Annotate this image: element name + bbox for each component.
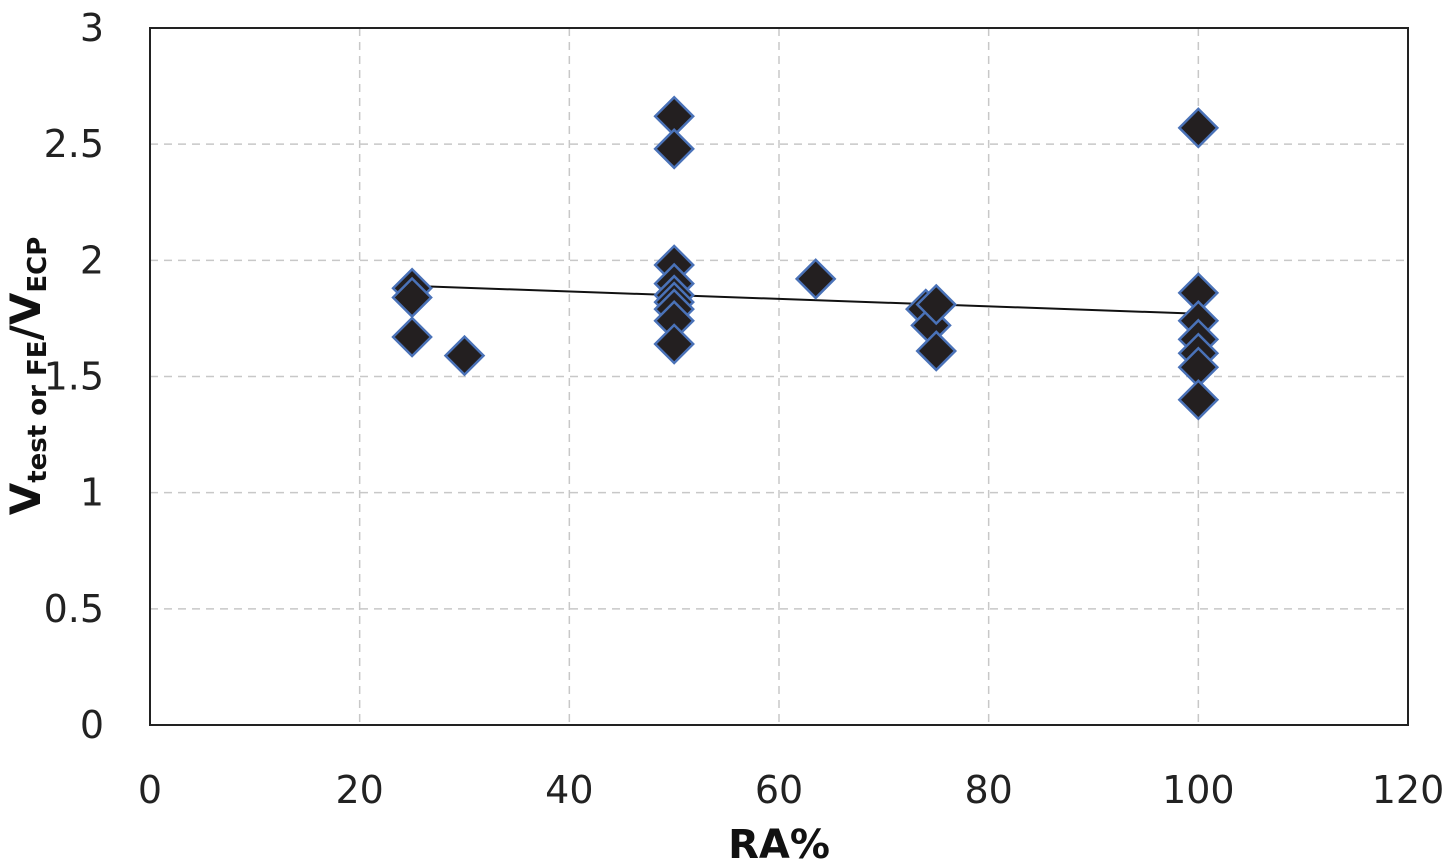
data-point <box>915 330 958 372</box>
data-point <box>443 334 486 377</box>
data-point <box>653 128 695 170</box>
y-tick-label: 2.5 <box>44 122 104 166</box>
x-tick-label: 120 <box>1372 768 1445 812</box>
data-point <box>794 258 837 300</box>
y-tick-label: 2 <box>80 238 104 282</box>
y-tick-label: 0.5 <box>44 587 104 631</box>
trendline <box>412 284 1199 315</box>
x-tick-label: 40 <box>545 768 593 812</box>
y-tick-label: 1 <box>80 471 104 515</box>
data-point <box>1177 107 1220 149</box>
data-point <box>391 316 433 358</box>
plot-frame <box>149 27 1409 726</box>
data-point <box>1177 378 1220 421</box>
y-axis-label: Vtest or FE/VECP <box>1 237 53 516</box>
x-tick-label: 100 <box>1162 768 1235 812</box>
x-tick-label: 20 <box>335 768 383 812</box>
x-tick-label: 0 <box>138 768 162 812</box>
y-tick-label: 1.5 <box>44 355 104 399</box>
y-tick-label: 0 <box>80 703 104 747</box>
x-axis-label: RA% <box>728 822 830 861</box>
x-tick-label: 60 <box>755 768 803 812</box>
data-point <box>653 323 695 365</box>
y-tick-label: 3 <box>80 6 104 50</box>
x-tick-label: 80 <box>964 768 1012 812</box>
data-point <box>915 283 958 326</box>
